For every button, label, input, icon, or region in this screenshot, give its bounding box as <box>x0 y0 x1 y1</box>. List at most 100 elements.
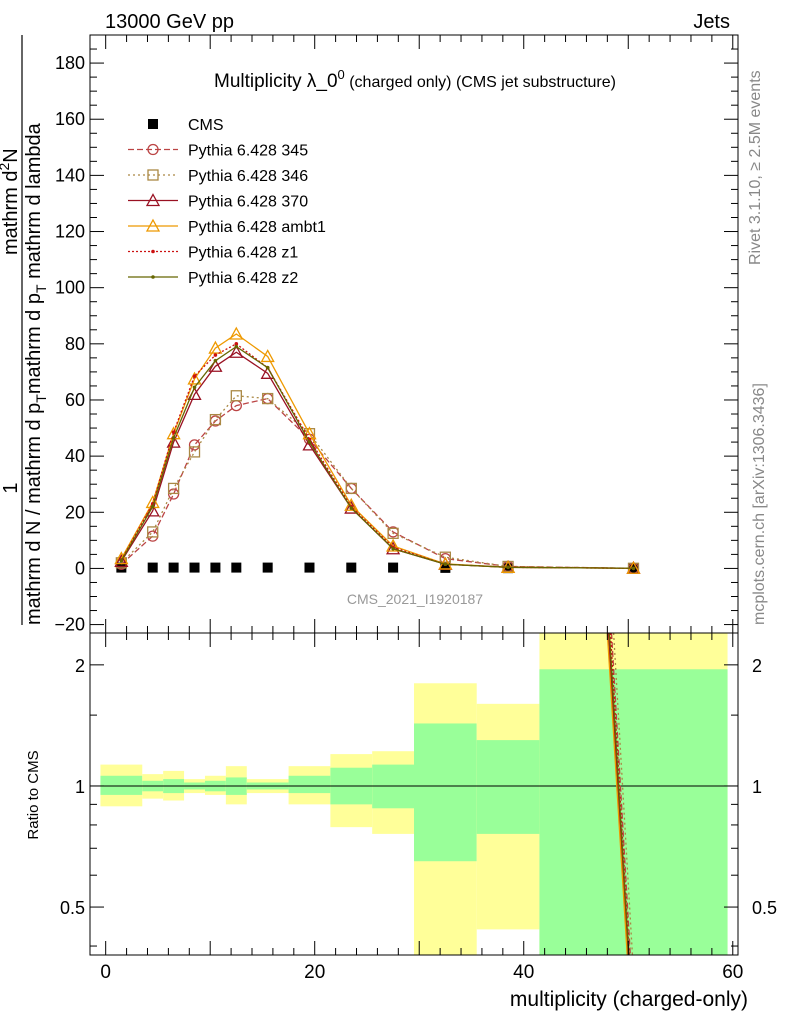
point-z1 <box>171 430 176 435</box>
point-cms <box>189 562 200 573</box>
ratio-band-inner <box>414 723 477 862</box>
point-p346 <box>387 527 399 539</box>
point-cms <box>346 562 357 573</box>
main-plot-data <box>114 326 641 574</box>
point-p370 <box>208 358 223 372</box>
legend-label-p346: Pythia 6.428 346 <box>188 168 308 185</box>
point-p346 <box>147 526 159 538</box>
point-p346 <box>230 390 242 402</box>
series-line-p370 <box>120 351 634 569</box>
ratio-band-inner <box>100 775 143 795</box>
ratio-y-axis: 0.5 0.5 1 1 2 2 <box>60 656 777 947</box>
main-y-tick-label: 40 <box>65 446 85 466</box>
point-z2 <box>349 506 354 510</box>
main-y-tick-label: 20 <box>65 502 85 522</box>
point-ambt1 <box>187 371 202 385</box>
main-y-tick-label: 120 <box>55 222 85 242</box>
point-z2 <box>213 358 218 363</box>
point-z2 <box>391 546 395 551</box>
point-cms <box>262 562 273 573</box>
point-cms <box>440 562 451 573</box>
main-y-tick-label: 60 <box>65 390 85 410</box>
point-ambt1 <box>260 349 275 363</box>
point-p346 <box>345 482 357 495</box>
ratio-band-inner <box>539 669 728 955</box>
main-y-axis: −20 0 20 40 60 80 100 120 140 160 180 <box>54 48 738 635</box>
point-p346 <box>209 413 222 426</box>
main-y-tick-label: 100 <box>55 278 85 298</box>
point-z2 <box>307 440 312 444</box>
legend-marker-p370 <box>145 193 161 207</box>
point-p345 <box>147 530 159 542</box>
point-z2 <box>631 566 636 571</box>
legend-marker-ambt1 <box>145 218 161 232</box>
ratio-y-tick-label: 0.5 <box>60 898 85 918</box>
point-p370 <box>114 554 129 568</box>
main-y-tick-label: 180 <box>55 53 85 73</box>
point-z2 <box>119 558 124 563</box>
rivet-version-label: Rivet 3.1.10, ≥ 2.5M events <box>747 70 764 265</box>
ratio-band-inner <box>476 740 540 834</box>
point-z2 <box>443 562 448 567</box>
legend-marker-z1 <box>151 249 155 254</box>
legend-marker-p346 <box>147 169 159 181</box>
x-tick-label: 60 <box>722 962 743 983</box>
legend-label-ambt1: Pythia 6.428 ambt1 <box>188 219 326 236</box>
legend-label-p370: Pythia 6.428 370 <box>188 194 308 211</box>
point-ambt1 <box>114 551 129 565</box>
legend-label-z1: Pythia 6.428 z1 <box>188 245 298 262</box>
point-cms <box>231 562 242 573</box>
point-ambt1 <box>208 340 223 354</box>
ratio-line-z2 <box>608 632 630 956</box>
ratio-y-tick-label-right: 0.5 <box>752 898 777 918</box>
legend-label-z2: Pythia 6.428 z2 <box>188 270 298 287</box>
point-cms <box>168 562 179 573</box>
point-p346 <box>439 551 452 563</box>
y-label-fraction-top: 1 <box>0 482 22 493</box>
point-p345 <box>188 439 201 451</box>
header-left: 13000 GeV pp <box>105 11 234 33</box>
plot-title-superscript: 0 <box>338 67 345 82</box>
x-axis-label: multiplicity (charged-only) <box>510 988 748 1011</box>
ratio-line-ambt1 <box>606 632 628 956</box>
ratio-y-tick-label-right: 2 <box>752 656 762 676</box>
point-cms <box>304 562 315 573</box>
analysis-id-label: CMS_2021_I1920187 <box>347 591 483 607</box>
series-line-p346 <box>120 395 634 569</box>
main-y-tick-label: −20 <box>54 615 85 635</box>
mcplots-source-label: mcplots.cern.ch [arXiv:1306.3436] <box>751 383 768 625</box>
point-ambt1 <box>344 497 359 511</box>
main-y-tick-label: 160 <box>55 109 85 129</box>
legend-marker-p345 <box>147 143 159 156</box>
point-z2 <box>506 565 510 570</box>
point-p370 <box>229 344 244 358</box>
legend: CMS Pythia 6.428 345 Pythia 6.428 346 Pythi… <box>128 117 326 287</box>
main-y-tick-label: 140 <box>55 165 85 185</box>
ratio-plot-panel: 0.5 0.5 1 1 2 2 0 20 40 60 Ratio to CMS multipli… <box>25 632 777 1011</box>
point-z2 <box>171 436 176 440</box>
x-tick-label: 0 <box>100 962 111 983</box>
y-label-fraction-bottom: mathrm d N / mathrm d pTmathrm d pT math… <box>23 122 49 625</box>
ratio-plot-data <box>90 632 738 956</box>
point-z2 <box>265 365 270 370</box>
series-line-z1 <box>120 343 634 569</box>
ratio-y-axis-label: Ratio to CMS <box>25 750 42 839</box>
point-p346 <box>167 482 180 495</box>
plot-title-note: (charged only) (CMS jet substructure) <box>345 74 616 91</box>
x-tick-label: 20 <box>304 962 325 983</box>
point-cms <box>388 562 399 573</box>
legend-marker-z2 <box>151 275 155 279</box>
point-z2 <box>150 504 155 509</box>
point-p346 <box>188 446 201 458</box>
point-z1 <box>234 342 239 346</box>
main-plot-panel: −20 0 20 40 60 80 100 120 140 160 180 Multiplicity… <box>0 34 739 635</box>
point-p370 <box>386 541 401 555</box>
ratio-plot-frame <box>89 632 739 956</box>
legend-marker-cms <box>148 119 158 129</box>
point-cms <box>210 562 221 573</box>
series-line-p345 <box>120 397 634 569</box>
ratio-y-tick-label-right: 1 <box>752 777 762 797</box>
point-z1 <box>192 374 197 378</box>
main-y-axis-label: 1 mathrm d N / mathrm d pTmathrm d pT ma… <box>0 35 49 625</box>
ratio-y-tick-label: 1 <box>75 777 85 797</box>
